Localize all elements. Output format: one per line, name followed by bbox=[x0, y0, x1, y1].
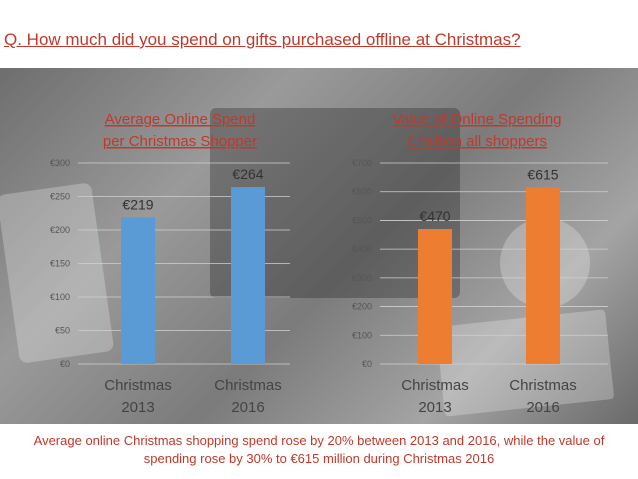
y-tick-label: €100 bbox=[352, 330, 372, 340]
bar bbox=[526, 187, 560, 364]
y-tick-label: €700 bbox=[352, 158, 372, 168]
summary-caption: Average online Christmas shopping spend … bbox=[33, 433, 605, 466]
bar bbox=[121, 217, 155, 364]
category-label: Christmas bbox=[509, 377, 577, 394]
data-label: €264 bbox=[232, 166, 263, 182]
category-label: Christmas bbox=[401, 377, 469, 394]
data-label: €615 bbox=[527, 166, 558, 182]
chart-title-line: € million all shoppers bbox=[407, 133, 547, 150]
category-label: Christmas bbox=[214, 377, 282, 394]
y-tick-label: €400 bbox=[352, 244, 372, 254]
category-label: 2016 bbox=[526, 399, 559, 416]
header-bar: Q. How much did you spend on gifts purch… bbox=[0, 0, 638, 68]
chart-title-line: Average Online Spend bbox=[105, 111, 256, 128]
caption-bar: Average online Christmas shopping spend … bbox=[0, 424, 638, 479]
category-label: 2013 bbox=[418, 399, 451, 416]
bar bbox=[418, 229, 452, 364]
bar bbox=[231, 187, 265, 364]
y-tick-label: €100 bbox=[50, 292, 70, 302]
chart-title-line: per Christmas Shopper bbox=[103, 133, 257, 150]
data-label: €470 bbox=[419, 208, 450, 224]
y-tick-label: €200 bbox=[352, 302, 372, 312]
y-tick-label: €600 bbox=[352, 187, 372, 197]
y-tick-label: €0 bbox=[362, 359, 372, 369]
y-tick-label: €500 bbox=[352, 215, 372, 225]
y-tick-label: €300 bbox=[352, 273, 372, 283]
y-tick-label: €300 bbox=[50, 158, 70, 168]
category-label: 2016 bbox=[231, 399, 264, 416]
category-label: 2013 bbox=[121, 399, 154, 416]
category-label: Christmas bbox=[104, 377, 172, 394]
data-label: €219 bbox=[122, 196, 153, 212]
y-tick-label: €250 bbox=[50, 192, 70, 202]
chart-value-of-spending: Value of Online Spending € million all sh… bbox=[352, 111, 608, 416]
y-tick-label: €0 bbox=[60, 359, 70, 369]
y-tick-label: €200 bbox=[50, 225, 70, 235]
y-tick-label: €50 bbox=[55, 326, 70, 336]
y-tick-label: €150 bbox=[50, 259, 70, 269]
chart-average-spend: Average Online Spend per Christmas Shoppe… bbox=[50, 111, 290, 416]
question-title: Q. How much did you spend on gifts purch… bbox=[4, 30, 521, 49]
chart-title-line: Value of Online Spending bbox=[392, 111, 561, 128]
